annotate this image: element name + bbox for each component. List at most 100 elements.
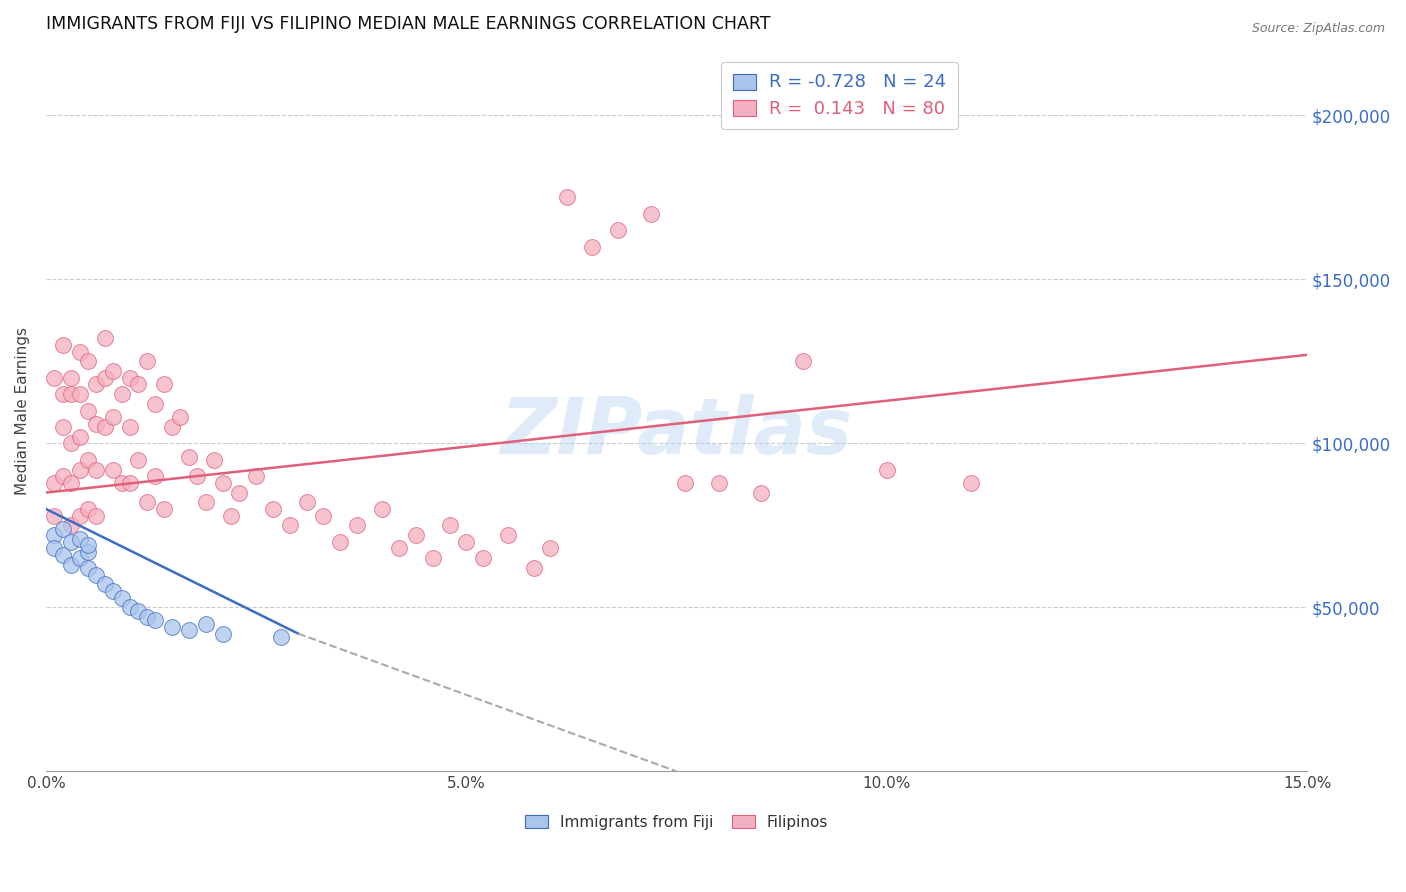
Point [60, 558, 83, 572]
Point [103, 410, 125, 425]
Y-axis label: Median Male Earnings: Median Male Earnings [15, 326, 30, 494]
Point [86, 508, 108, 523]
Point [52, 338, 75, 352]
Point [69, 551, 91, 566]
Point [111, 387, 134, 401]
Point [295, 495, 318, 509]
Point [186, 469, 208, 483]
Point [94, 420, 117, 434]
Point [52, 522, 75, 536]
Point [749, 485, 772, 500]
Point [77, 403, 100, 417]
Point [152, 502, 174, 516]
Point [640, 207, 662, 221]
Text: ZIPatlas: ZIPatlas [501, 394, 852, 470]
Point [127, 377, 149, 392]
Point [127, 604, 149, 618]
Point [177, 450, 200, 464]
Point [211, 626, 233, 640]
Point [270, 630, 292, 644]
Point [555, 190, 578, 204]
Point [60, 387, 83, 401]
Point [86, 567, 108, 582]
Point [69, 508, 91, 523]
Point [86, 377, 108, 392]
Point [52, 548, 75, 562]
Point [673, 475, 696, 490]
Point [111, 475, 134, 490]
Point [52, 469, 75, 483]
Point [69, 430, 91, 444]
Point [707, 475, 730, 490]
Point [60, 371, 83, 385]
Point [60, 518, 83, 533]
Point [44, 508, 66, 523]
Point [77, 452, 100, 467]
Point [69, 344, 91, 359]
Point [388, 541, 411, 556]
Point [160, 420, 183, 434]
Point [77, 502, 100, 516]
Point [60, 475, 83, 490]
Point [77, 354, 100, 368]
Point [278, 518, 301, 533]
Point [606, 223, 628, 237]
Point [118, 420, 141, 434]
Point [456, 534, 478, 549]
Point [94, 371, 117, 385]
Point [143, 614, 166, 628]
Point [194, 495, 217, 509]
Legend: Immigrants from Fiji, Filipinos: Immigrants from Fiji, Filipinos [519, 808, 834, 836]
Point [143, 469, 166, 483]
Point [52, 387, 75, 401]
Point [312, 508, 335, 523]
Point [876, 462, 898, 476]
Point [143, 397, 166, 411]
Point [77, 561, 100, 575]
Point [160, 620, 183, 634]
Point [77, 544, 100, 558]
Point [86, 462, 108, 476]
Point [94, 577, 117, 591]
Point [538, 541, 561, 556]
Point [135, 495, 157, 509]
Point [959, 475, 981, 490]
Point [219, 508, 242, 523]
Point [371, 502, 394, 516]
Point [346, 518, 368, 533]
Point [118, 475, 141, 490]
Point [262, 502, 284, 516]
Point [405, 528, 427, 542]
Point [127, 452, 149, 467]
Point [118, 600, 141, 615]
Point [103, 462, 125, 476]
Point [498, 528, 520, 542]
Point [103, 584, 125, 599]
Point [228, 485, 250, 500]
Text: IMMIGRANTS FROM FIJI VS FILIPINO MEDIAN MALE EARNINGS CORRELATION CHART: IMMIGRANTS FROM FIJI VS FILIPINO MEDIAN … [46, 15, 770, 33]
Point [422, 551, 444, 566]
Text: Source: ZipAtlas.com: Source: ZipAtlas.com [1251, 22, 1385, 36]
Point [118, 371, 141, 385]
Point [245, 469, 267, 483]
Point [77, 538, 100, 552]
Point [86, 417, 108, 431]
Point [69, 532, 91, 546]
Point [792, 354, 814, 368]
Point [94, 331, 117, 345]
Point [69, 387, 91, 401]
Point [44, 475, 66, 490]
Point [44, 528, 66, 542]
Point [472, 551, 495, 566]
Point [135, 610, 157, 624]
Point [60, 534, 83, 549]
Point [69, 462, 91, 476]
Point [60, 436, 83, 450]
Point [202, 452, 225, 467]
Point [329, 534, 352, 549]
Point [177, 624, 200, 638]
Point [194, 616, 217, 631]
Point [103, 364, 125, 378]
Point [211, 475, 233, 490]
Point [111, 591, 134, 605]
